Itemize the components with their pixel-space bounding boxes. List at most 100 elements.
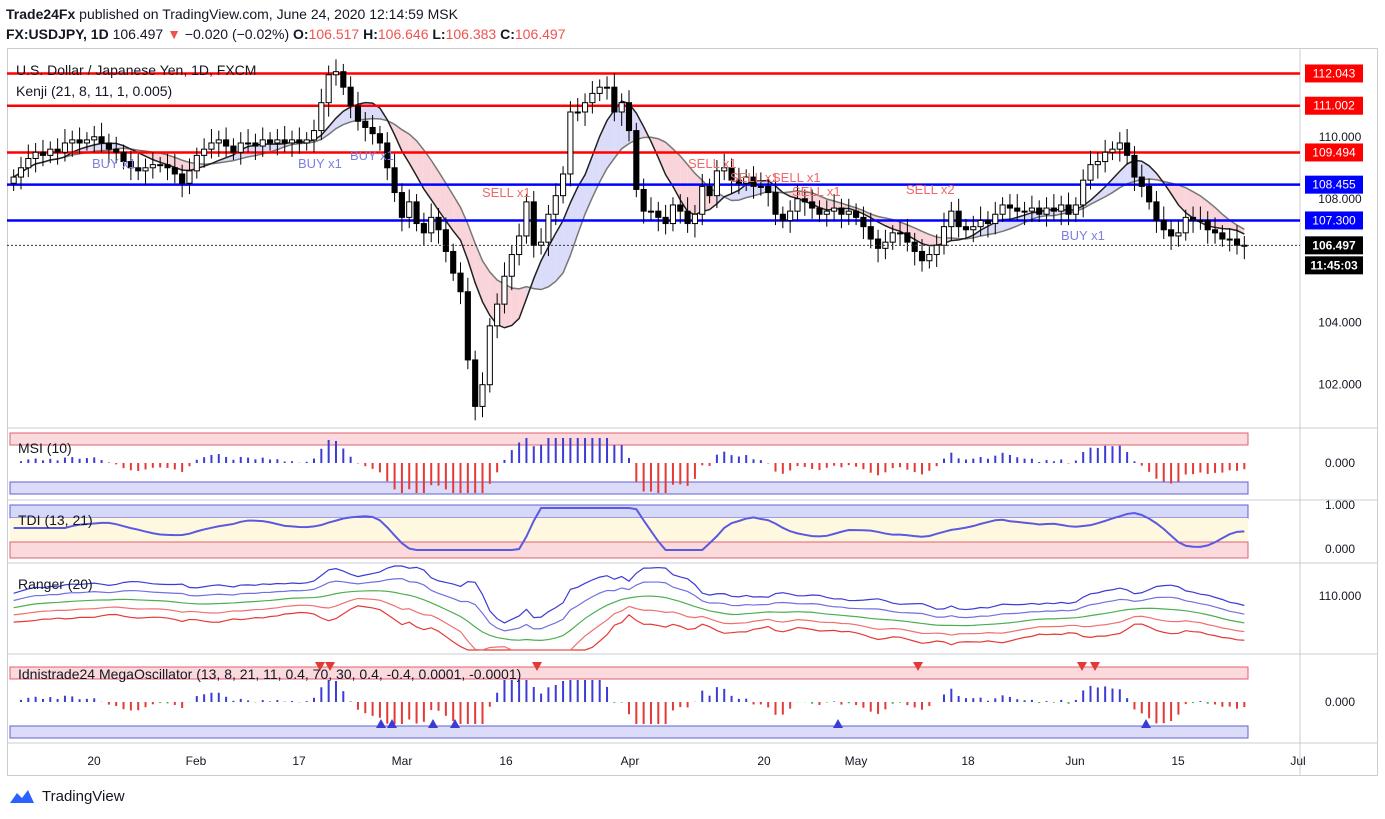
x-tick-label: 20 xyxy=(87,754,101,768)
candle-body xyxy=(545,213,552,243)
candle-body xyxy=(831,207,838,212)
change-down-icon: ▼ xyxy=(167,26,181,42)
kenji-cloud xyxy=(687,164,695,215)
x-tick-label: Jul xyxy=(1290,754,1305,768)
candle-body xyxy=(977,219,984,228)
candle-body xyxy=(999,204,1006,215)
candle-body xyxy=(896,232,904,235)
candle-body xyxy=(32,151,39,159)
candle-body xyxy=(926,254,933,262)
candle-body xyxy=(318,102,325,132)
candle-body xyxy=(406,201,413,218)
x-tick-label: May xyxy=(845,754,868,768)
kenji-cloud xyxy=(819,195,827,210)
kenji-cloud xyxy=(1185,187,1194,219)
ranger-band-line xyxy=(13,605,1245,651)
symbol-label[interactable]: FX:USDJPY, 1D xyxy=(6,26,109,42)
candle-body xyxy=(552,195,559,215)
countdown-label: 11:45:03 xyxy=(1310,258,1358,272)
candle-body xyxy=(801,198,808,203)
candle-body xyxy=(523,201,530,237)
candle-body xyxy=(1087,164,1094,181)
sell-signal-label: SELL x1 xyxy=(688,156,737,171)
candle-body xyxy=(962,226,970,231)
level-price-tag xyxy=(1305,175,1363,194)
candle-body xyxy=(875,238,882,249)
x-tick-label: Feb xyxy=(186,754,207,768)
candle-body xyxy=(171,167,178,175)
sell-signal-label: SELL x1 xyxy=(792,184,841,199)
candle-body xyxy=(713,170,720,197)
candle-body xyxy=(970,226,977,231)
kenji-cloud xyxy=(182,160,190,171)
candle-body xyxy=(662,216,669,225)
candle-body xyxy=(252,142,259,147)
chart-frame xyxy=(7,48,1378,776)
x-tick-label: Mar xyxy=(392,754,413,768)
candle-body xyxy=(105,142,112,150)
candle-body xyxy=(611,86,618,113)
osc-y-tick-label: 1.000 xyxy=(1325,498,1355,512)
candle-body xyxy=(940,226,948,246)
candle-body xyxy=(647,210,655,213)
kenji-cloud xyxy=(160,153,168,165)
mega-sell-arrow xyxy=(315,662,325,671)
candle-body xyxy=(1014,207,1021,212)
mega-buy-arrow xyxy=(1141,719,1151,728)
candle-body xyxy=(845,210,852,215)
candle-body xyxy=(948,210,955,228)
mega-sell-arrow xyxy=(1077,662,1087,671)
candle-body xyxy=(245,142,252,145)
high-value: 106.646 xyxy=(377,26,429,42)
close-label: C: xyxy=(500,26,515,42)
candle-body xyxy=(794,198,801,212)
buy-signal-label: BUY x1 xyxy=(298,156,342,171)
publisher-name[interactable]: Trade24Fx xyxy=(6,6,76,22)
candle-body xyxy=(435,216,442,231)
candle-body xyxy=(560,173,567,197)
candle-body xyxy=(69,139,76,144)
candle-body xyxy=(538,241,545,246)
candle-body xyxy=(677,204,684,212)
candle-body xyxy=(83,139,90,144)
candle-body xyxy=(933,244,940,256)
candle-body xyxy=(413,201,420,225)
candle-body xyxy=(391,167,398,194)
candle-body xyxy=(1233,238,1241,246)
kenji-cloud xyxy=(929,234,937,246)
candle-body xyxy=(992,213,999,225)
candle-body xyxy=(120,151,127,163)
y-tick-label: 102.000 xyxy=(1318,378,1362,392)
candle-body xyxy=(684,210,691,225)
candle-body xyxy=(113,148,120,153)
mega-sell-arrow xyxy=(532,662,542,671)
last-price-label: 106.497 xyxy=(1312,238,1356,252)
osc-y-tick-label: 110.000 xyxy=(1319,589,1362,603)
x-tick-label: 16 xyxy=(499,754,513,768)
tradingview-logo[interactable]: TradingView xyxy=(8,787,125,805)
candle-body xyxy=(1160,219,1167,231)
candle-body xyxy=(398,192,405,218)
candle-body xyxy=(640,188,647,212)
osc-y-tick-label: 0.000 xyxy=(1325,695,1355,709)
candle-body xyxy=(1168,229,1175,237)
candle-body xyxy=(1043,207,1050,215)
buy-signal-label: BUY x1 xyxy=(92,156,136,171)
buy-signal-label: BUY x1 xyxy=(350,148,394,163)
candle-body xyxy=(853,210,860,218)
kenji-cloud xyxy=(826,198,835,210)
kenji-cloud xyxy=(614,101,622,159)
mega-label: Idnistrade24 MegaOscillator (13, 8, 21, … xyxy=(18,666,521,682)
candle-body xyxy=(823,210,830,215)
msi-label: MSI (10) xyxy=(18,440,72,456)
candle-body xyxy=(223,139,230,147)
candle-body xyxy=(530,201,537,246)
kenji-cloud xyxy=(533,260,542,290)
candle-body xyxy=(1080,179,1087,206)
low-value: 106.383 xyxy=(445,26,497,42)
level-price-label: 112.043 xyxy=(1313,66,1356,80)
candle-body xyxy=(54,148,61,153)
candle-body xyxy=(1146,185,1153,203)
kenji-cloud xyxy=(394,124,402,152)
